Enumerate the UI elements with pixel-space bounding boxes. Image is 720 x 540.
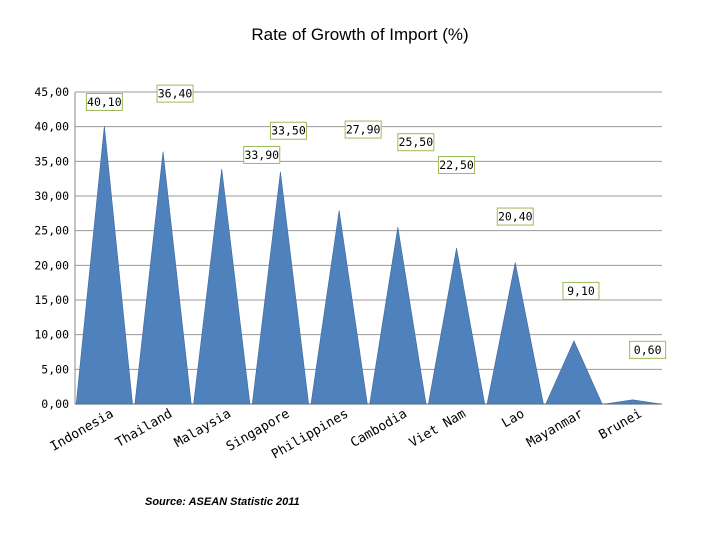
y-tick-label: 20,00 (34, 258, 69, 272)
data-label-text: 25,50 (399, 135, 434, 149)
data-label-box (85, 92, 123, 111)
data-label-box (629, 340, 667, 359)
data-label-text: 27,90 (346, 123, 381, 137)
data-label: 33,50 (269, 121, 307, 140)
data-label: 0,60 (629, 340, 667, 359)
y-tick-label: 0,00 (41, 397, 69, 411)
data-label: 27,90 (344, 120, 382, 139)
y-axis-ticks: 0,00 5,00 10,00 15,00 20,00 25,00 30,00 35,00 40… (34, 85, 69, 411)
x-tick-label: Lao (499, 406, 527, 431)
peak-lao (486, 262, 544, 405)
data-label: 40,10 (85, 92, 123, 111)
data-label: 33,90 (243, 145, 281, 164)
data-peaks (75, 125, 661, 405)
peak-mayanmar (545, 340, 603, 405)
y-tick-label: 40,00 (34, 120, 69, 134)
data-label-text: 33,50 (271, 124, 306, 138)
data-label-box (243, 145, 281, 164)
source-note: Source: ASEAN Statistic 2011 (145, 496, 300, 508)
y-tick-label: 30,00 (34, 189, 69, 203)
y-tick-label: 25,00 (34, 224, 69, 238)
x-tick-label: Brunei (596, 406, 644, 442)
data-label: 20,40 (496, 207, 534, 226)
data-label: 36,40 (156, 84, 194, 103)
data-label-text: 40,10 (87, 95, 122, 109)
data-label-text: 0,60 (634, 343, 662, 357)
data-label: 9,10 (562, 281, 600, 300)
peak-brunei (604, 399, 661, 405)
x-tick-label: Indonesia (48, 406, 117, 454)
y-tick-label: 35,00 (34, 154, 69, 168)
peak-thailand (134, 151, 192, 405)
y-tick-label: 15,00 (34, 293, 69, 307)
x-tick-label: Cambodia (348, 406, 410, 450)
peak-cambodia (369, 227, 427, 405)
data-label: 25,50 (397, 133, 435, 152)
y-tick-label: 10,00 (34, 328, 69, 342)
data-label: 22,50 (438, 156, 476, 174)
peak-philippines (310, 210, 368, 405)
data-label-box (344, 120, 382, 139)
x-tick-label: Thailand (113, 406, 175, 450)
data-label-box (269, 121, 307, 140)
data-label-box (438, 156, 476, 174)
x-tick-label: Viet Nam (407, 406, 469, 450)
x-tick-label: Mayanmar (524, 406, 586, 450)
y-tick-label: 45,00 (34, 85, 69, 99)
peak-malaysia (193, 168, 251, 405)
data-label-text: 9,10 (567, 284, 595, 298)
data-label-box (156, 84, 194, 103)
peak-singapore (251, 171, 309, 405)
data-label-box (397, 133, 435, 152)
x-axis-ticks: IndonesiaThailandMalaysiaSingaporePhilip… (48, 406, 645, 462)
chart-title: Rate of Growth of Import (%) (251, 25, 468, 44)
data-label-text: 36,40 (158, 87, 193, 101)
peak-viet-nam (428, 247, 486, 405)
data-label-text: 22,50 (439, 158, 474, 172)
data-labels: 40,10 36,40 33,90 33,50 27,90 25,50 22,50 20,40… (85, 84, 667, 359)
data-label-text: 20,40 (498, 210, 533, 224)
data-label-box (562, 281, 600, 300)
peak-indonesia (75, 125, 133, 405)
data-label-box (496, 207, 534, 226)
data-label-text: 33,90 (244, 148, 279, 162)
y-tick-label: 5,00 (41, 362, 69, 376)
